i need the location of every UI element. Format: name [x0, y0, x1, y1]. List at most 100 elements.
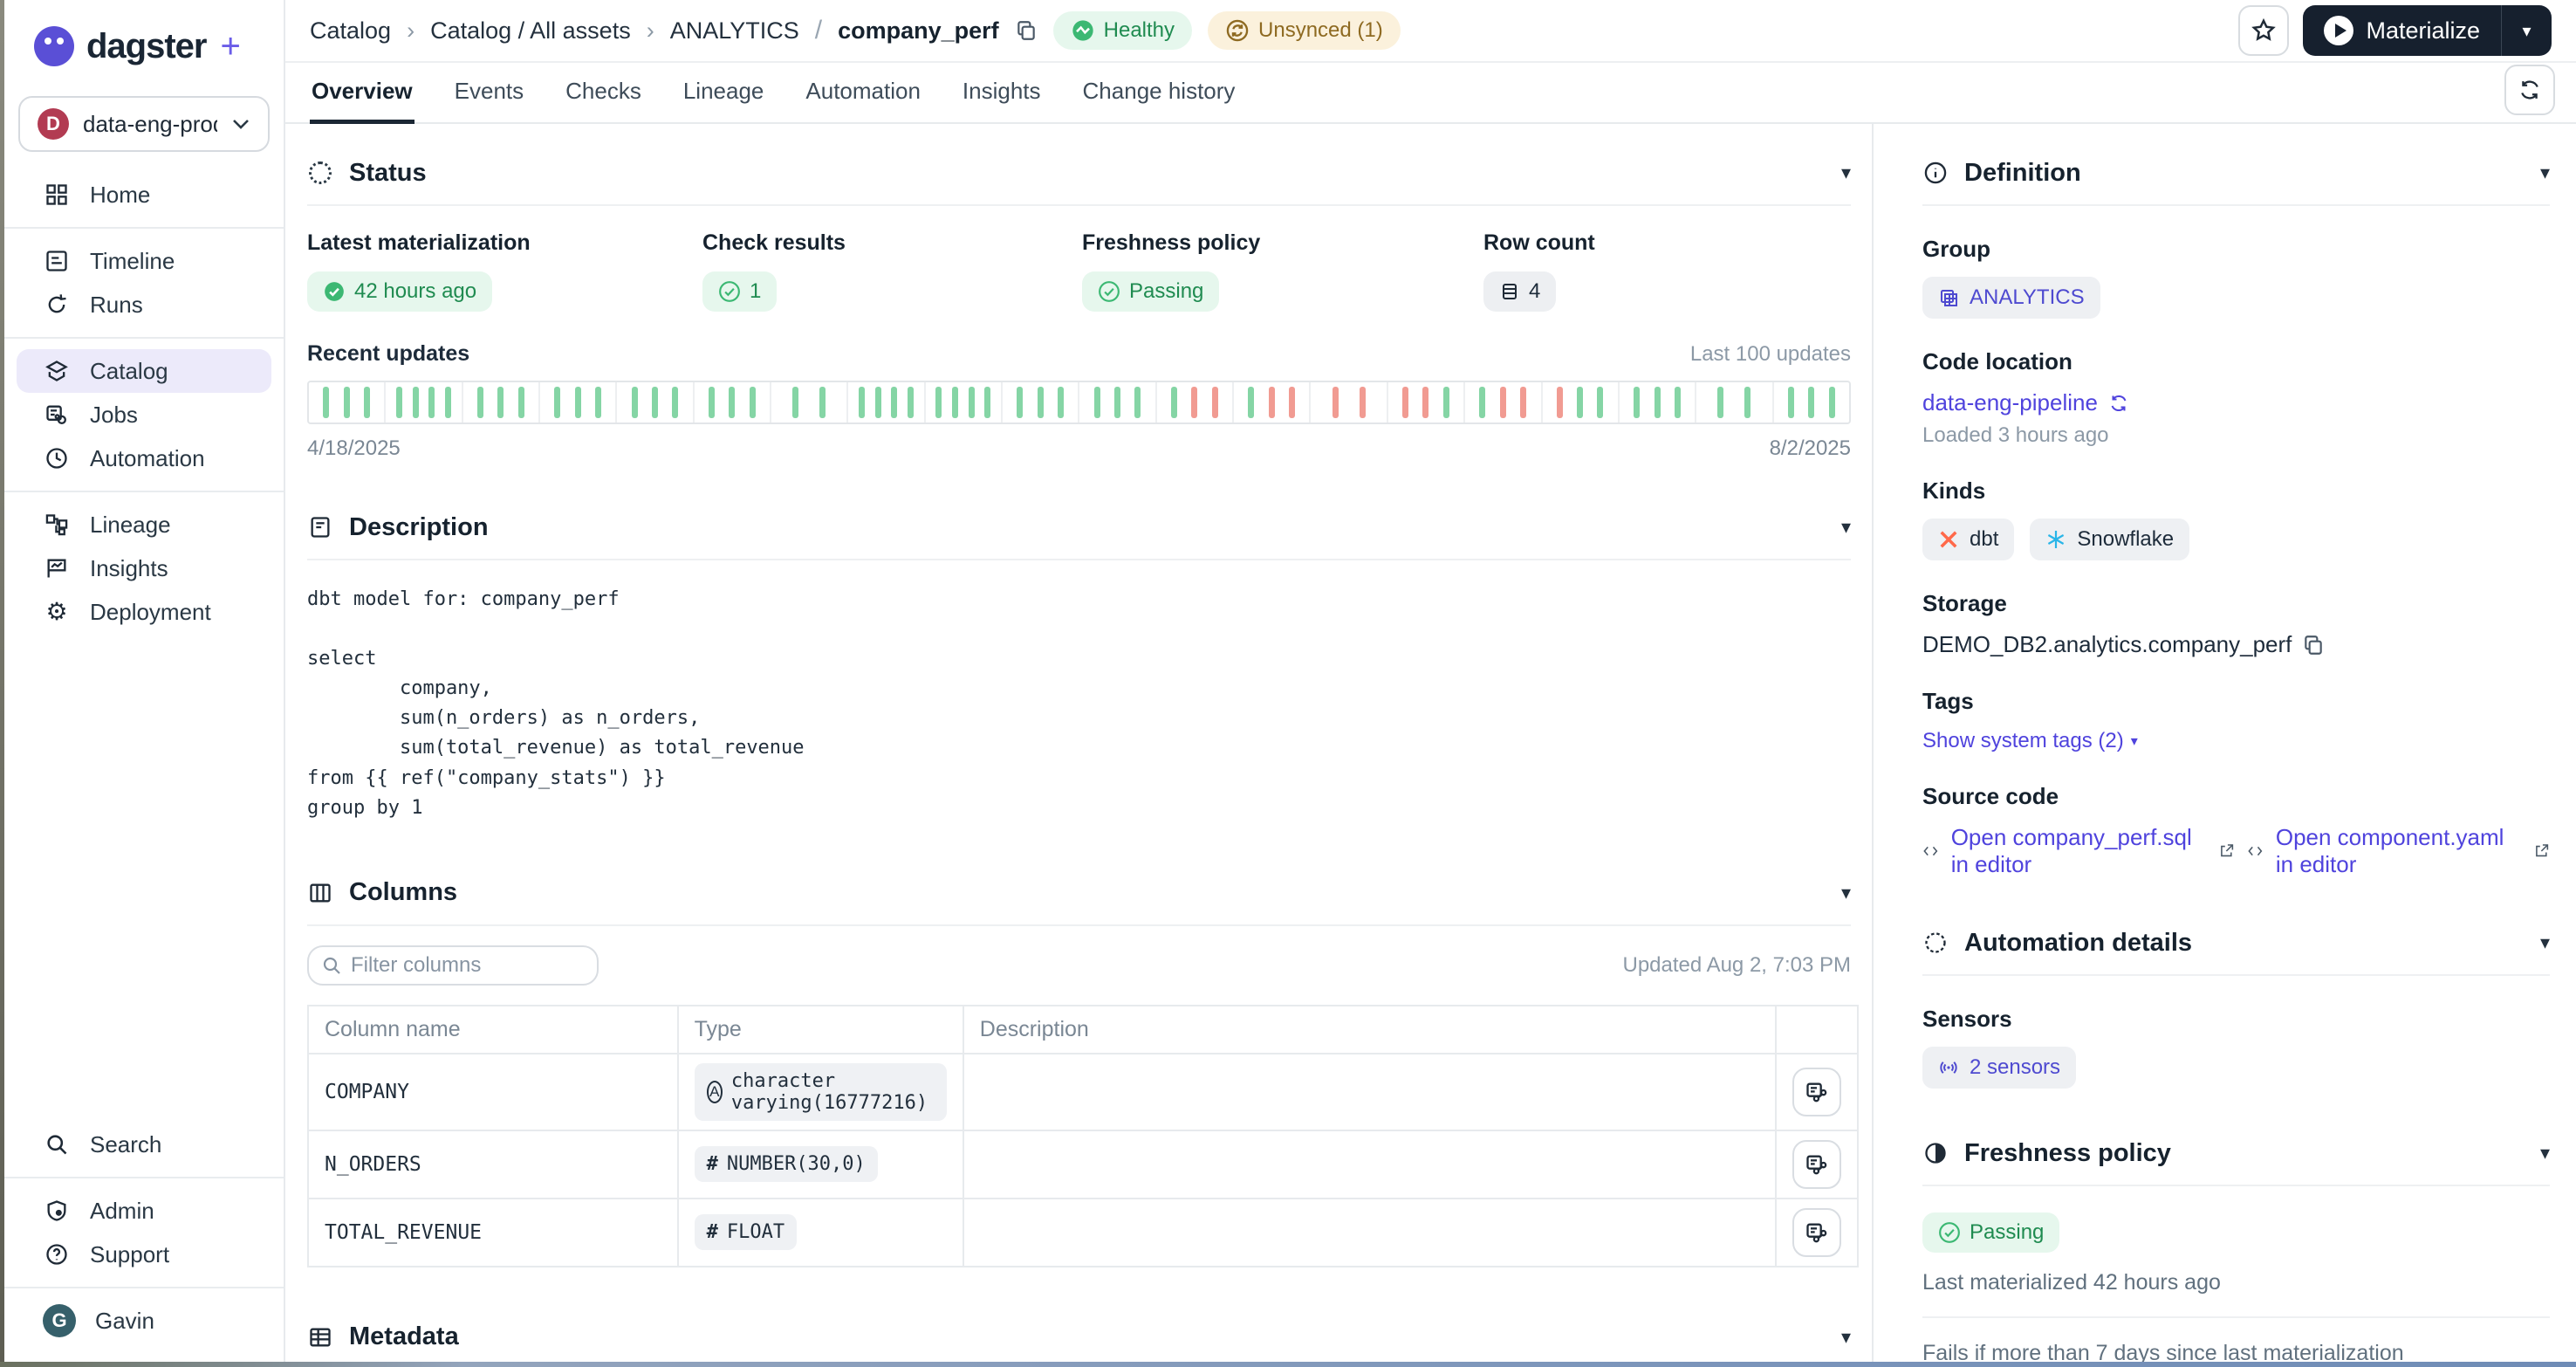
update-tick-success[interactable] [574, 387, 581, 418]
update-tick-success[interactable] [1808, 387, 1815, 418]
update-tick-success[interactable] [819, 387, 826, 418]
update-tick-success[interactable] [1017, 387, 1024, 418]
sensors-badge[interactable]: 2 sensors [1922, 1047, 2077, 1089]
view-column-lineage-button[interactable] [1792, 1067, 1841, 1116]
update-tick-success[interactable] [984, 387, 991, 418]
show-system-tags-link[interactable]: Show system tags (2) [1922, 729, 2124, 752]
update-tick-success[interactable] [1577, 387, 1584, 418]
update-tick-success[interactable] [908, 387, 915, 418]
sidebar-item-catalog[interactable]: Catalog [17, 349, 271, 393]
tab-insights[interactable]: Insights [962, 78, 1041, 104]
update-tick-success[interactable] [1037, 387, 1044, 418]
update-tick-success[interactable] [1058, 387, 1065, 418]
update-tick-success[interactable] [1674, 387, 1681, 418]
update-tick-success[interactable] [1442, 387, 1449, 418]
sidebar-item-jobs[interactable]: Jobs [4, 393, 284, 436]
tab-overview[interactable]: Overview [310, 78, 414, 124]
sidebar-item-admin[interactable]: Admin [4, 1189, 284, 1233]
update-tick-success[interactable] [952, 387, 959, 418]
update-tick-success[interactable] [412, 387, 419, 418]
update-tick-success[interactable] [1828, 387, 1835, 418]
sidebar-item-timeline[interactable]: Timeline [4, 239, 284, 283]
update-tick-success[interactable] [363, 387, 370, 418]
open-sql-in-editor-link[interactable]: Open company_perf.sql in editor [1950, 824, 2192, 877]
update-tick-success[interactable] [595, 387, 602, 418]
copy-icon[interactable] [2302, 634, 2325, 656]
collapse-caret-icon[interactable]: ▾ [1840, 161, 1851, 183]
update-tick-failure[interactable] [1499, 387, 1506, 418]
update-tick-failure[interactable] [1289, 387, 1296, 418]
update-tick-success[interactable] [396, 387, 402, 418]
update-tick-failure[interactable] [1268, 387, 1275, 418]
collapse-caret-icon[interactable]: ▾ [1840, 1325, 1851, 1348]
collapse-caret-icon[interactable]: ▾ [2539, 161, 2550, 183]
update-tick-success[interactable] [517, 387, 524, 418]
sync-status-badge[interactable]: Unsynced (1) [1208, 11, 1401, 50]
update-tick-success[interactable] [428, 387, 435, 418]
update-tick-success[interactable] [444, 387, 451, 418]
freshness-badge[interactable]: Passing [1082, 271, 1220, 312]
update-tick-success[interactable] [1171, 387, 1178, 418]
update-tick-success[interactable] [343, 387, 350, 418]
update-tick-failure[interactable] [1402, 387, 1409, 418]
update-tick-success[interactable] [859, 387, 866, 418]
collapse-caret-icon[interactable]: ▾ [1840, 516, 1851, 538]
tab-lineage[interactable]: Lineage [682, 78, 764, 104]
update-tick-success[interactable] [935, 387, 942, 418]
collapse-caret-icon[interactable]: ▾ [2539, 931, 2550, 953]
filter-columns-input[interactable] [307, 945, 599, 986]
update-tick-success[interactable] [968, 387, 975, 418]
sidebar-item-lineage[interactable]: Lineage [4, 503, 284, 546]
breadcrumb-catalog[interactable]: Catalog [310, 17, 392, 44]
update-tick-failure[interactable] [1332, 387, 1339, 418]
health-status-badge[interactable]: Healthy [1052, 11, 1193, 50]
update-tick-failure[interactable] [1211, 387, 1218, 418]
reload-icon[interactable] [2108, 393, 2129, 414]
update-tick-success[interactable] [874, 387, 881, 418]
update-tick-success[interactable] [1479, 387, 1486, 418]
workspace-selector[interactable]: D data-eng-prod [18, 96, 270, 152]
update-tick-failure[interactable] [1556, 387, 1563, 418]
sidebar-item-deployment[interactable]: ⚙ Deployment [4, 590, 284, 634]
update-tick-success[interactable] [792, 387, 799, 418]
sidebar-item-runs[interactable]: Runs [4, 283, 284, 326]
update-tick-success[interactable] [652, 387, 659, 418]
update-tick-success[interactable] [749, 387, 756, 418]
freshness-passing-badge[interactable]: Passing [1922, 1212, 2060, 1253]
row-count-badge[interactable]: 4 [1483, 271, 1557, 312]
collapse-caret-icon[interactable]: ▾ [2539, 1142, 2550, 1164]
update-tick-success[interactable] [554, 387, 561, 418]
view-column-lineage-button[interactable] [1792, 1139, 1841, 1189]
breadcrumb-group[interactable]: ANALYTICS [669, 17, 799, 44]
update-tick-success[interactable] [1597, 387, 1604, 418]
update-tick-success[interactable] [631, 387, 638, 418]
latest-materialization-badge[interactable]: 42 hours ago [307, 271, 493, 312]
check-results-badge[interactable]: 1 [702, 271, 778, 312]
update-tick-success[interactable] [1093, 387, 1100, 418]
sidebar-item-automation[interactable]: Automation [4, 436, 284, 480]
open-yaml-in-editor-link[interactable]: Open component.yaml in editor [2275, 824, 2504, 877]
update-tick-failure[interactable] [1520, 387, 1527, 418]
dagster-logo[interactable]: dagster + [4, 19, 284, 73]
sidebar-item-insights[interactable]: Insights [4, 546, 284, 590]
copy-icon[interactable] [1015, 19, 1038, 42]
update-tick-success[interactable] [477, 387, 484, 418]
breadcrumb-all-assets[interactable]: Catalog / All assets [430, 17, 631, 44]
sidebar-item-search[interactable]: Search [4, 1123, 284, 1166]
update-tick-success[interactable] [672, 387, 679, 418]
kind-badge-snowflake[interactable]: Snowflake [2030, 519, 2190, 560]
group-badge[interactable]: ANALYTICS [1922, 277, 2100, 319]
tab-change-history[interactable]: Change history [1082, 78, 1236, 104]
sidebar-item-home[interactable]: Home [4, 173, 284, 216]
kind-badge-dbt[interactable]: dbt [1922, 519, 2015, 560]
collapse-caret-icon[interactable]: ▾ [1840, 881, 1851, 903]
update-tick-success[interactable] [1717, 387, 1724, 418]
view-column-lineage-button[interactable] [1792, 1207, 1841, 1257]
update-tick-failure[interactable] [1422, 387, 1429, 418]
update-tick-success[interactable] [1654, 387, 1661, 418]
update-tick-success[interactable] [1634, 387, 1641, 418]
update-tick-success[interactable] [323, 387, 330, 418]
sidebar-item-support[interactable]: Support [4, 1233, 284, 1276]
sidebar-item-user[interactable]: G Gavin [4, 1299, 284, 1343]
favorite-button[interactable] [2238, 5, 2290, 56]
